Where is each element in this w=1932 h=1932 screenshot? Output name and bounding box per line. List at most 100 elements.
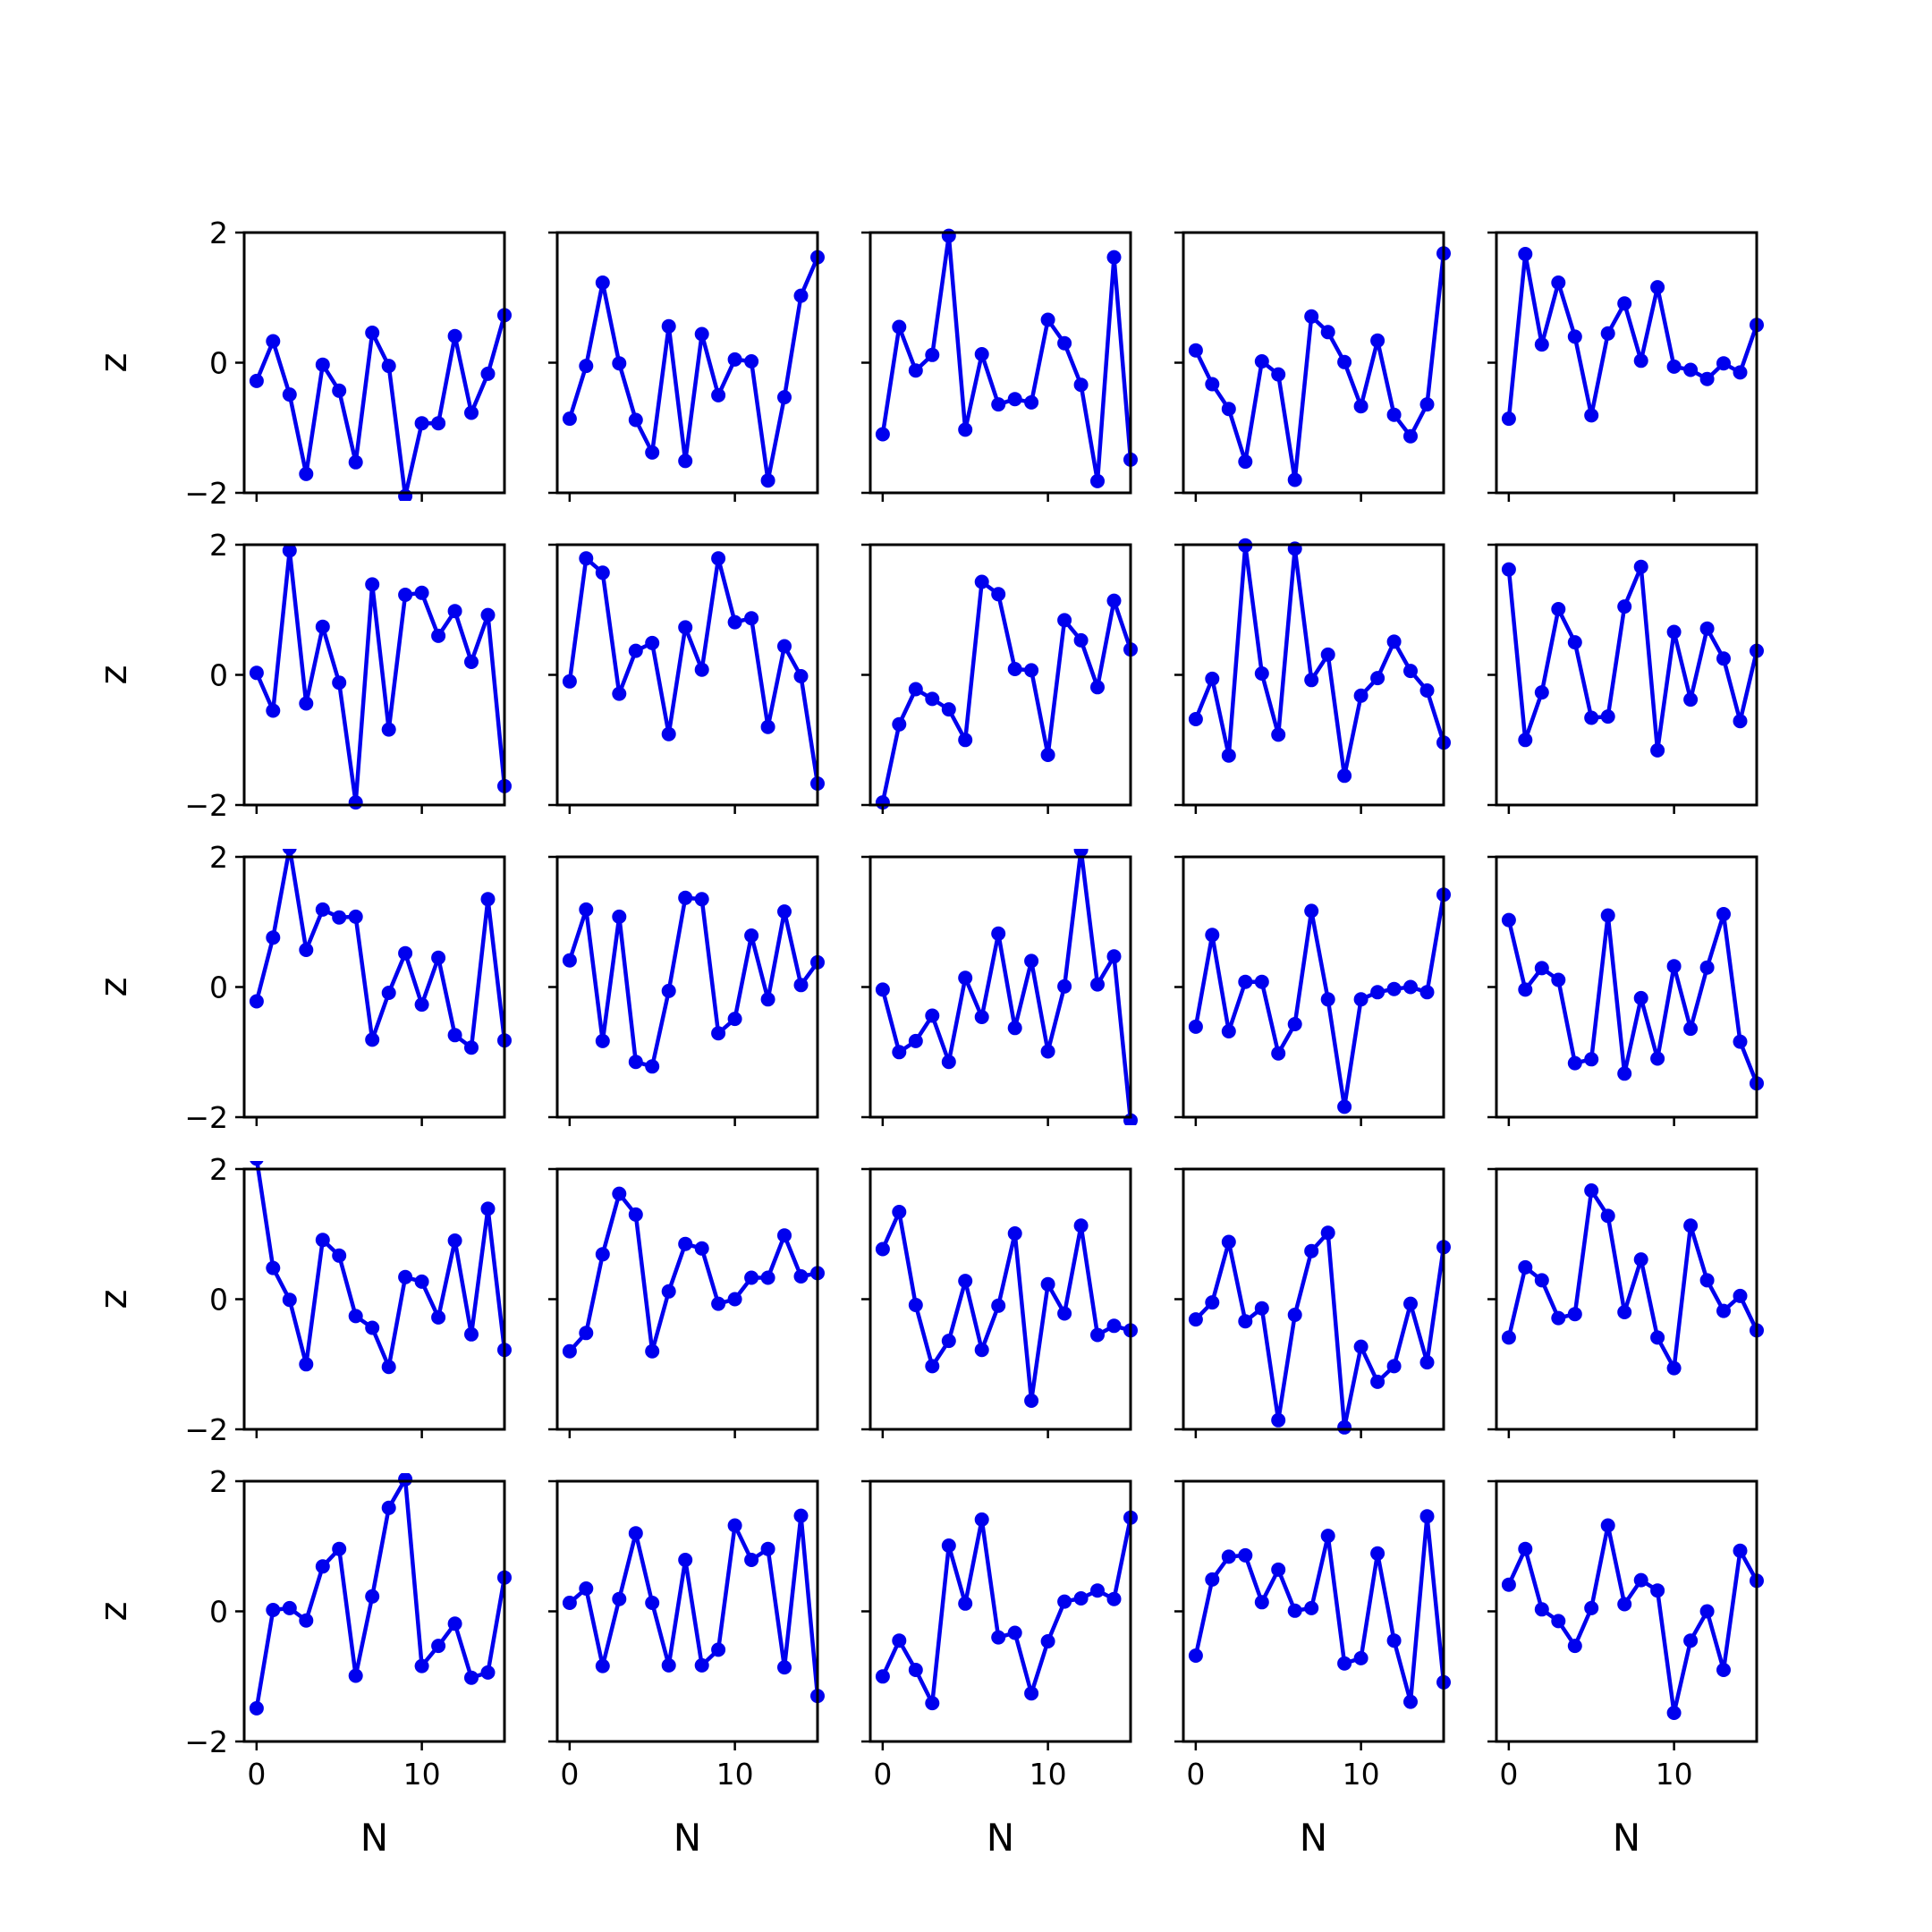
data-point bbox=[793, 978, 809, 993]
data-point bbox=[1403, 1296, 1418, 1311]
data-point bbox=[480, 1201, 496, 1216]
data-point bbox=[1518, 1541, 1533, 1556]
data-point bbox=[1501, 1577, 1516, 1592]
data-point bbox=[282, 1292, 297, 1308]
data-point bbox=[1584, 1183, 1599, 1198]
data-point bbox=[892, 716, 907, 732]
data-point bbox=[1057, 1306, 1072, 1321]
subplot-1-5 bbox=[1487, 231, 1764, 502]
x-tick-label: 10 bbox=[716, 1757, 754, 1792]
data-point bbox=[941, 228, 956, 243]
data-point bbox=[1716, 651, 1731, 666]
data-point bbox=[1666, 624, 1682, 640]
data-point bbox=[1304, 309, 1319, 324]
data-point bbox=[1600, 709, 1615, 724]
data-point bbox=[398, 945, 413, 961]
data-point bbox=[579, 1326, 594, 1341]
data-point bbox=[727, 1518, 742, 1533]
data-point bbox=[1633, 990, 1648, 1005]
data-point bbox=[991, 397, 1006, 412]
y-tick-label: 0 bbox=[209, 658, 228, 693]
subplot-5-3: 0 10 N bbox=[861, 1479, 1138, 1860]
data-point bbox=[694, 326, 709, 342]
data-point bbox=[1666, 1360, 1682, 1376]
data-point bbox=[266, 930, 281, 945]
data-point bbox=[431, 628, 446, 643]
subplot-5-5: 0 10 N bbox=[1487, 1479, 1764, 1860]
data-point bbox=[348, 909, 363, 924]
subplot-3-5 bbox=[1487, 855, 1764, 1126]
data-point bbox=[1567, 1639, 1582, 1654]
data-point bbox=[1699, 1273, 1715, 1288]
data-point bbox=[398, 488, 413, 501]
data-point bbox=[414, 997, 429, 1013]
data-point bbox=[365, 1320, 380, 1335]
data-point bbox=[711, 387, 726, 402]
series-line bbox=[1506, 564, 1759, 753]
y-tick-label: 2 bbox=[209, 1152, 228, 1187]
data-point bbox=[1337, 1656, 1352, 1671]
data-point bbox=[760, 473, 775, 488]
data-point bbox=[381, 1500, 396, 1515]
data-point bbox=[1419, 397, 1435, 412]
subplot-2-2 bbox=[548, 543, 825, 814]
data-point bbox=[974, 1010, 989, 1024]
data-point bbox=[958, 970, 973, 986]
data-point bbox=[1024, 1686, 1039, 1701]
data-point bbox=[1188, 343, 1203, 358]
data-point bbox=[1666, 959, 1682, 974]
series-line bbox=[254, 314, 507, 498]
data-point bbox=[1551, 972, 1566, 987]
data-point bbox=[1584, 710, 1599, 725]
x-tick-label: 0 bbox=[1186, 1757, 1205, 1792]
data-point bbox=[760, 719, 775, 734]
data-point bbox=[941, 1334, 956, 1349]
data-point bbox=[1403, 1694, 1418, 1709]
data-point bbox=[645, 1596, 660, 1610]
series-group bbox=[249, 543, 512, 810]
data-point bbox=[266, 334, 281, 349]
data-point bbox=[974, 347, 989, 361]
data-point bbox=[1221, 1234, 1236, 1250]
data-point bbox=[1501, 912, 1516, 928]
data-point bbox=[1271, 727, 1286, 742]
data-point bbox=[1238, 974, 1253, 989]
data-point bbox=[579, 902, 594, 917]
data-point bbox=[908, 682, 923, 697]
data-point bbox=[1090, 473, 1105, 488]
data-point bbox=[875, 982, 890, 997]
series-group bbox=[1501, 1518, 1764, 1720]
data-point bbox=[1650, 1330, 1665, 1345]
x-axis-label: N bbox=[360, 1816, 388, 1860]
data-point bbox=[1534, 1602, 1549, 1617]
data-point bbox=[1320, 325, 1335, 340]
y-tick-label: 2 bbox=[209, 1464, 228, 1499]
data-point bbox=[1304, 673, 1319, 688]
series-group bbox=[249, 1473, 512, 1716]
data-point bbox=[678, 890, 693, 905]
data-point bbox=[941, 1538, 956, 1553]
y-axis-label: z bbox=[91, 977, 135, 996]
data-point bbox=[1040, 748, 1055, 762]
data-point bbox=[1733, 1288, 1748, 1303]
data-point bbox=[249, 373, 264, 388]
data-point bbox=[744, 1270, 759, 1285]
data-point bbox=[562, 953, 577, 968]
data-point bbox=[974, 574, 989, 589]
data-point bbox=[1386, 1359, 1402, 1374]
data-point bbox=[777, 639, 792, 654]
axes-frame bbox=[242, 1479, 506, 1743]
data-point bbox=[875, 427, 890, 442]
y-tick-label: 0 bbox=[209, 1283, 228, 1318]
data-point bbox=[595, 1247, 610, 1262]
data-point bbox=[1733, 1543, 1748, 1558]
data-point bbox=[1419, 1509, 1435, 1524]
series-line bbox=[254, 1477, 507, 1709]
series-group bbox=[1501, 559, 1764, 758]
series-group bbox=[1501, 907, 1764, 1091]
series-group bbox=[1501, 247, 1764, 427]
data-point bbox=[1073, 1591, 1089, 1606]
data-point bbox=[464, 1040, 479, 1055]
data-point bbox=[1534, 685, 1549, 700]
data-point bbox=[1584, 408, 1599, 423]
